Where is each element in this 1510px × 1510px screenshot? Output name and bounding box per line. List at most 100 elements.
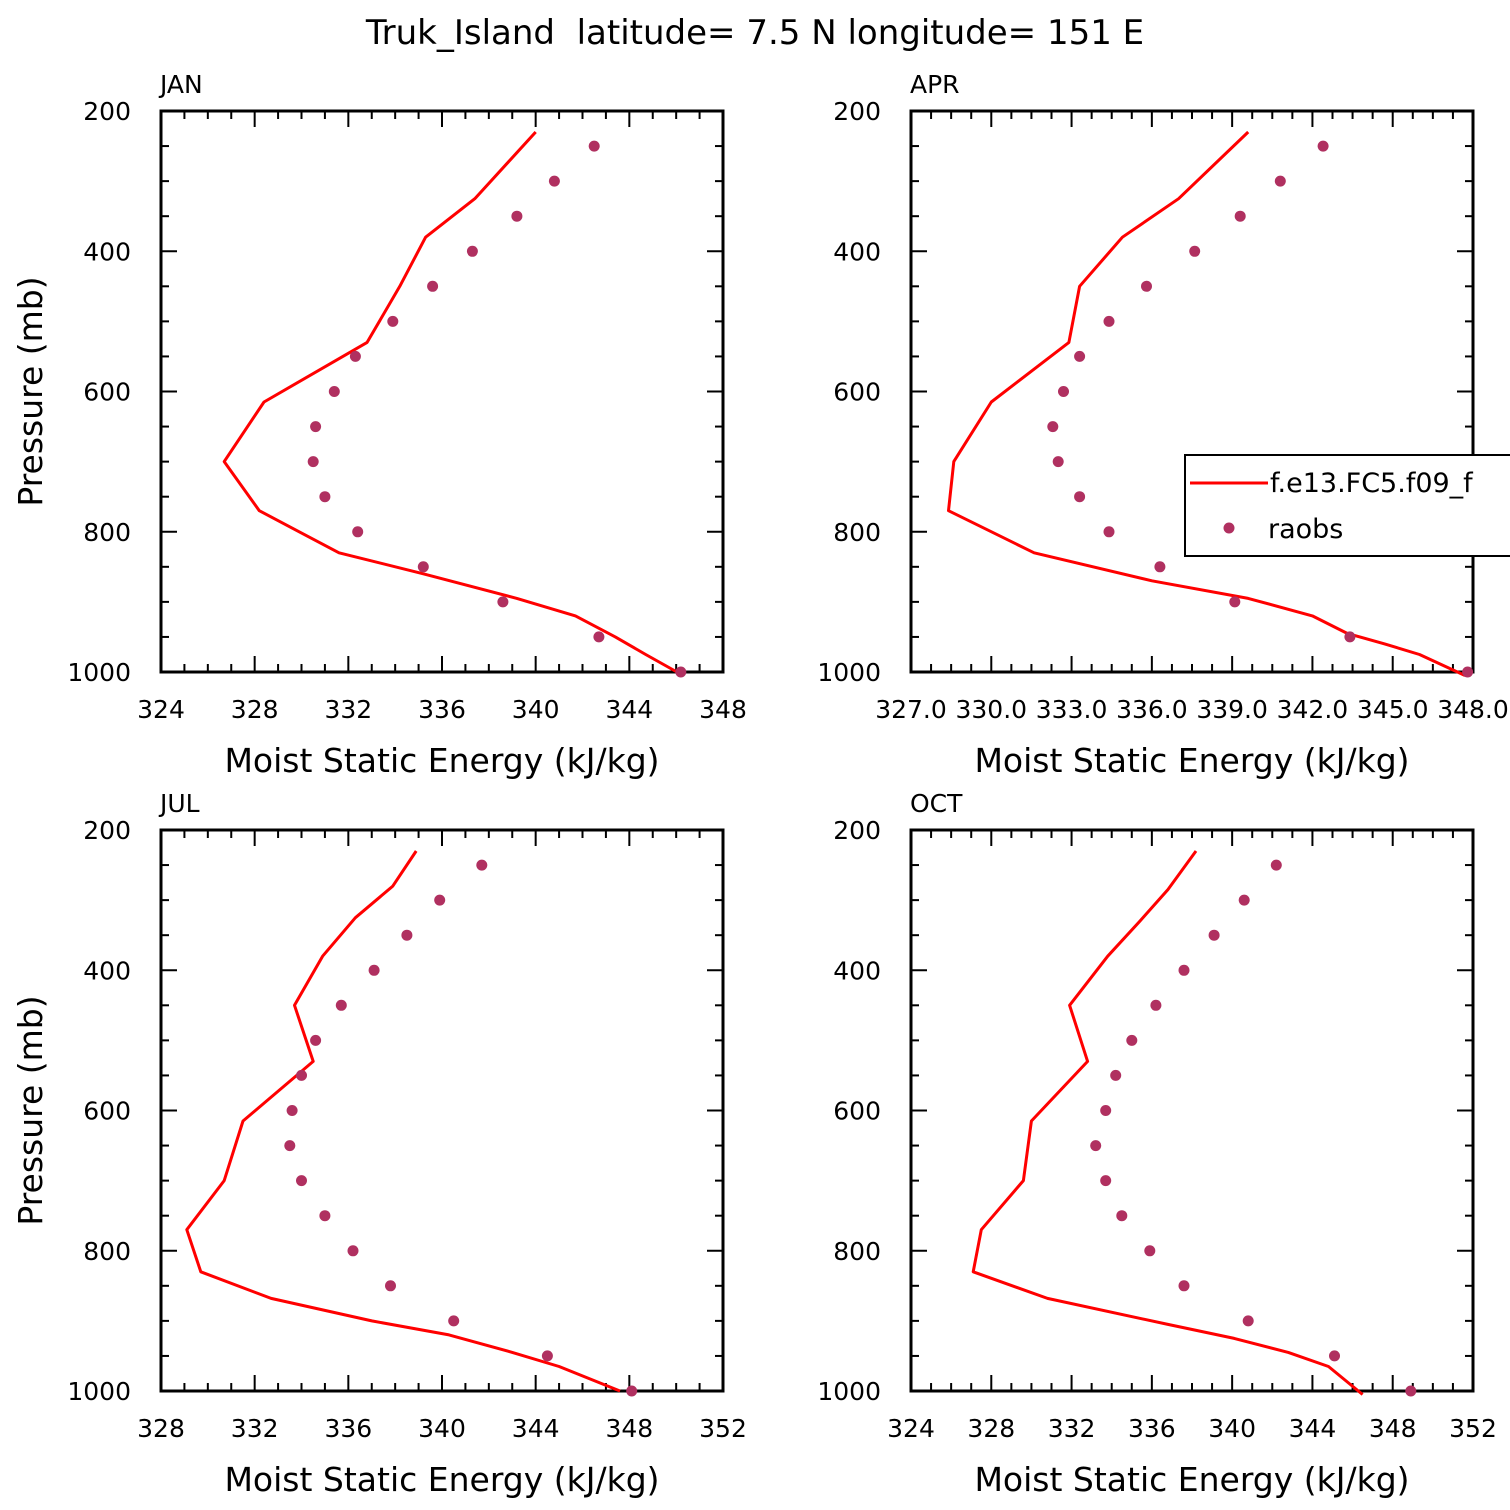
legend-label-model: f.e13.FC5.f09_f — [1270, 468, 1474, 499]
obs-point — [319, 491, 331, 503]
x-axis-label: Moist Static Energy (kJ/kg) — [974, 1460, 1409, 1499]
obs-point — [284, 1140, 296, 1152]
obs-point — [427, 280, 439, 292]
y-tick-label: 400 — [83, 956, 131, 985]
x-tick-label: 345.0 — [1357, 695, 1429, 724]
x-tick-label: 348 — [605, 1414, 653, 1443]
x-axis-label: Moist Static Energy (kJ/kg) — [224, 741, 659, 780]
obs-point — [1126, 1034, 1138, 1046]
obs-point — [1229, 596, 1241, 608]
x-tick-label: 339.0 — [1196, 695, 1268, 724]
obs-point — [626, 1385, 638, 1397]
obs-point — [385, 1280, 396, 1292]
obs-point — [1110, 1069, 1122, 1081]
y-tick-label: 1000 — [67, 658, 131, 687]
model-line — [947, 130, 1466, 677]
obs-point — [541, 1350, 553, 1362]
y-tick-label: 600 — [833, 1097, 881, 1126]
x-tick-label: 348 — [699, 695, 747, 724]
x-tick-label: 332 — [1048, 1414, 1096, 1443]
obs-point — [296, 1175, 307, 1187]
x-tick-label: 352 — [1449, 1414, 1497, 1443]
obs-point — [593, 631, 605, 643]
plot-frame — [909, 828, 1475, 1393]
x-tick-label: 327.0 — [875, 695, 947, 724]
obs-point — [1074, 350, 1086, 362]
y-tick-label: 400 — [833, 956, 881, 985]
y-tick-label: 1000 — [817, 658, 881, 687]
obs-point — [1103, 526, 1115, 538]
obs-point — [296, 1069, 307, 1081]
obs-point — [1405, 1385, 1417, 1397]
obs-point — [1208, 929, 1220, 941]
x-tick-label: 336.0 — [1116, 695, 1188, 724]
obs-point — [1144, 1245, 1156, 1257]
x-tick-label: 348.0 — [1437, 695, 1509, 724]
x-tick-label: 324 — [137, 695, 185, 724]
model-line — [185, 850, 621, 1393]
x-tick-label: 344 — [512, 1414, 560, 1443]
y-tick-label: 400 — [83, 237, 131, 266]
x-tick-label: 332 — [324, 695, 372, 724]
model-line — [222, 130, 684, 677]
obs-point — [1052, 456, 1064, 468]
obs-point — [335, 999, 347, 1011]
x-tick-label: 344 — [1289, 1414, 1337, 1443]
obs-point — [286, 1105, 298, 1116]
y-tick-label: 200 — [83, 97, 131, 126]
obs-point — [310, 421, 322, 433]
obs-point — [349, 350, 361, 362]
x-tick-label: 336 — [418, 695, 466, 724]
obs-point — [347, 1245, 359, 1257]
panel-jan: 324 328 332 336 340 344 348 200 400 600 800 1000 JAN… — [11, 70, 747, 780]
y-tick-label: 1000 — [817, 1377, 881, 1406]
x-tick-label: 340 — [418, 1414, 466, 1443]
obs-point — [1090, 1140, 1102, 1152]
y-tick-label: 600 — [833, 378, 881, 407]
legend-box — [1184, 454, 1510, 557]
obs-point — [497, 596, 509, 608]
obs-point — [1242, 1315, 1254, 1327]
obs-point — [387, 315, 399, 327]
obs-point — [1178, 964, 1190, 976]
obs-point — [1154, 561, 1166, 573]
x-tick-label: 330.0 — [955, 695, 1027, 724]
model-line — [971, 850, 1364, 1396]
obs-point — [1344, 631, 1356, 643]
obs-point — [1047, 421, 1059, 433]
x-tick-label: 336 — [324, 1414, 372, 1443]
obs-point — [588, 140, 600, 152]
obs-point — [368, 964, 380, 976]
x-tick-label: 344 — [605, 695, 653, 724]
obs-point — [1058, 386, 1069, 397]
x-tick-label: 340 — [1208, 1414, 1256, 1443]
y-tick-label: 200 — [833, 816, 881, 845]
y-tick-label: 600 — [83, 1097, 131, 1126]
x-tick-label: 340 — [512, 695, 560, 724]
x-tick-label: 342.0 — [1277, 695, 1349, 724]
panel-label: JUL — [158, 789, 200, 818]
obs-point — [352, 526, 364, 538]
panel-oct: 324 328 332 336 340 344 348 352 200 400 600 800 1000… — [817, 789, 1496, 1499]
obs-point — [1150, 999, 1162, 1011]
panel-label: APR — [910, 70, 960, 99]
obs-point — [1074, 491, 1086, 503]
y-tick-label: 800 — [833, 518, 881, 547]
legend-label-obs: raobs — [1268, 514, 1343, 545]
panel-label: JAN — [158, 70, 203, 99]
obs-point — [307, 456, 319, 468]
x-tick-label: 328 — [231, 695, 279, 724]
x-axis-label: Moist Static Energy (kJ/kg) — [224, 1460, 659, 1499]
x-tick-label: 333.0 — [1036, 695, 1108, 724]
x-tick-label: 328 — [137, 1414, 185, 1443]
obs-point — [1100, 1175, 1112, 1187]
obs-point — [1274, 175, 1286, 187]
obs-point — [548, 175, 560, 187]
plot-frame — [159, 828, 725, 1393]
y-tick-label: 200 — [83, 816, 131, 845]
obs-point — [417, 561, 429, 573]
y-axis-label: Pressure (mb) — [11, 995, 50, 1225]
obs-point — [1329, 1350, 1340, 1362]
